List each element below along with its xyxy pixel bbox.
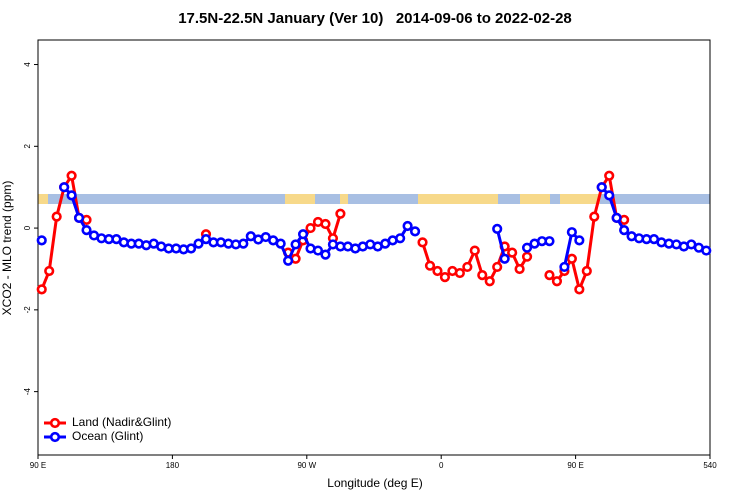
point	[51, 211, 62, 222]
point	[581, 265, 592, 277]
point	[305, 222, 316, 234]
point	[66, 190, 77, 201]
x-tick-label: 0	[439, 461, 444, 470]
chart-title: 17.5N-22.5N January (Ver 10) 2014-09-06 …	[178, 10, 572, 27]
point	[81, 225, 92, 236]
point	[551, 276, 563, 287]
legend-label: Ocean (Glint)	[72, 429, 143, 443]
point	[409, 226, 421, 237]
y-tick-label: 0	[23, 225, 32, 230]
y-tick-label: 2	[23, 144, 32, 149]
point	[432, 265, 443, 277]
point	[619, 225, 630, 236]
point	[566, 227, 577, 238]
legend-marker	[49, 417, 61, 429]
point	[604, 170, 615, 181]
point	[44, 265, 55, 277]
point	[312, 245, 324, 256]
point	[320, 218, 331, 230]
point	[417, 237, 428, 248]
point	[66, 170, 77, 181]
point	[238, 238, 249, 249]
point	[469, 245, 480, 256]
point	[596, 182, 607, 193]
point	[611, 212, 622, 223]
y-tick-label: -2	[23, 306, 32, 314]
point	[185, 243, 197, 254]
point	[454, 267, 465, 279]
point	[320, 249, 331, 260]
point	[395, 233, 406, 244]
point	[36, 235, 47, 246]
x-tick-label: 180	[166, 461, 180, 470]
point	[335, 208, 346, 219]
point	[297, 229, 309, 240]
point	[514, 263, 525, 275]
legend: Land (Nadir&Glint)Ocean (Glint)	[44, 415, 171, 443]
point	[574, 284, 585, 295]
point	[439, 272, 451, 283]
point	[701, 245, 712, 256]
point	[193, 238, 204, 249]
x-tick-label: 90 E	[567, 461, 583, 470]
point	[36, 284, 47, 295]
point	[59, 182, 70, 193]
point	[507, 247, 518, 258]
y-tick-label: -4	[23, 388, 32, 396]
point	[566, 253, 577, 264]
point	[492, 261, 503, 273]
point	[521, 242, 533, 253]
x-tick-label: 90 W	[297, 461, 316, 470]
legend-label: Land (Nadir&Glint)	[72, 415, 171, 429]
point	[544, 269, 555, 281]
x-tick-label: 90 E	[30, 461, 46, 470]
point	[402, 220, 413, 232]
point	[484, 276, 495, 287]
point	[574, 235, 585, 246]
x-axis-title: Longitude (deg E)	[327, 476, 422, 490]
point	[559, 261, 570, 273]
point	[462, 261, 473, 273]
y-axis-title: XCO2 - MLO trend (ppm)	[0, 181, 14, 316]
point	[492, 223, 503, 234]
point	[589, 211, 600, 222]
x-tick-label: 540	[703, 461, 717, 470]
point	[290, 239, 301, 250]
point	[477, 269, 488, 281]
point	[604, 190, 615, 201]
point	[521, 251, 533, 262]
map-strip	[38, 194, 710, 204]
point	[499, 253, 510, 264]
point	[275, 238, 286, 249]
point	[73, 212, 85, 223]
point	[544, 236, 555, 247]
point	[283, 255, 294, 266]
point	[424, 260, 436, 271]
y-tick-label: 4	[23, 62, 32, 67]
legend-marker	[49, 431, 61, 443]
